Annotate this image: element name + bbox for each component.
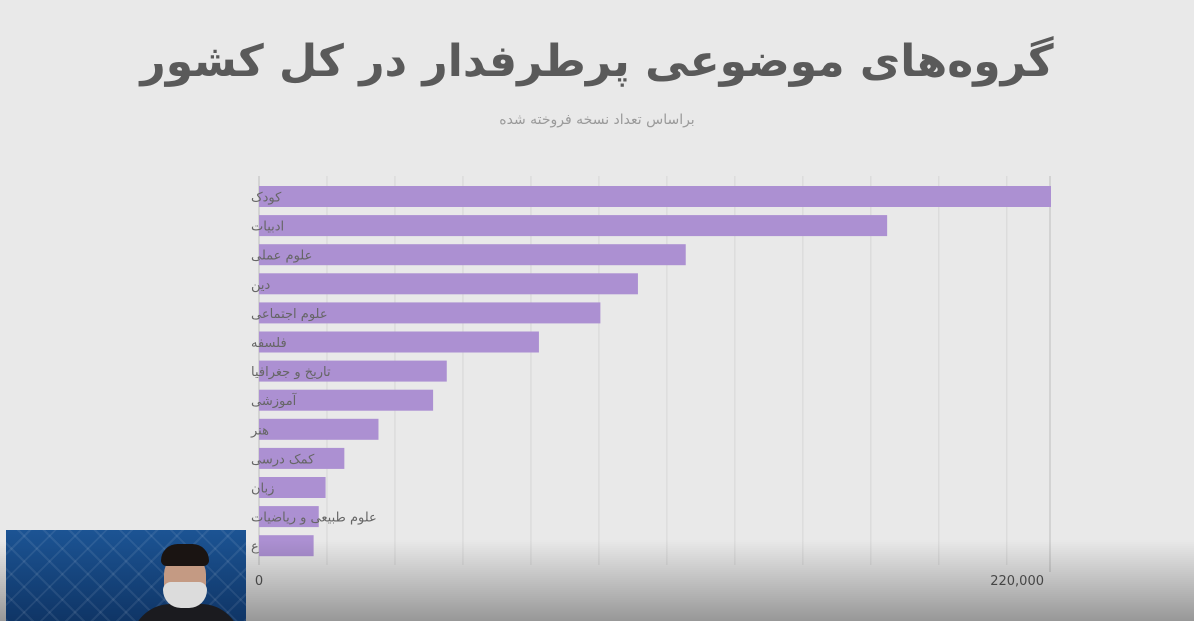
category-label: آموزشی [251, 392, 298, 409]
bar [259, 535, 314, 557]
bars [259, 186, 1051, 557]
bar [259, 331, 539, 353]
bar [259, 244, 686, 266]
bar [259, 273, 638, 295]
category-labels: کودک ادبیات علوم عملی دین علوم اجتماعی فلسفه ت… [250, 191, 377, 555]
category-label: زبان [251, 482, 274, 497]
category-label: ادبیات [251, 220, 284, 235]
category-label: دین [251, 278, 271, 293]
bar [259, 186, 1051, 207]
webcam-overlay [6, 530, 246, 621]
chart-title: گروه‌های موضوعی پرطرفدار در کل کشور [140, 36, 1054, 87]
bar [259, 506, 319, 528]
bar [259, 418, 379, 440]
bar [259, 477, 326, 498]
category-label: تاریخ و جغرافیا [251, 365, 331, 380]
category-label: هنر [250, 423, 269, 438]
bar [259, 360, 447, 382]
presenter [131, 544, 241, 621]
category-label: ع [251, 540, 259, 555]
category-label: کودک [251, 191, 282, 206]
bar [259, 215, 888, 237]
category-label: فلسفه [251, 336, 287, 351]
category-label: علوم اجتماعی [251, 307, 328, 322]
x-tick-label: 220,000 [990, 574, 1044, 589]
x-tick-label: 0 [255, 574, 263, 589]
category-label: کمک درسی [251, 452, 315, 467]
chart-subtitle: براساس تعداد نسخه فروخته شده [499, 112, 695, 128]
x-axis-ticks: 0 220,000 [255, 574, 1044, 589]
bar [259, 447, 345, 469]
bar [259, 302, 601, 324]
category-label: علوم طبیعی و ریاضیات [251, 511, 377, 526]
category-label: علوم عملی [251, 249, 312, 264]
bar [259, 389, 434, 411]
